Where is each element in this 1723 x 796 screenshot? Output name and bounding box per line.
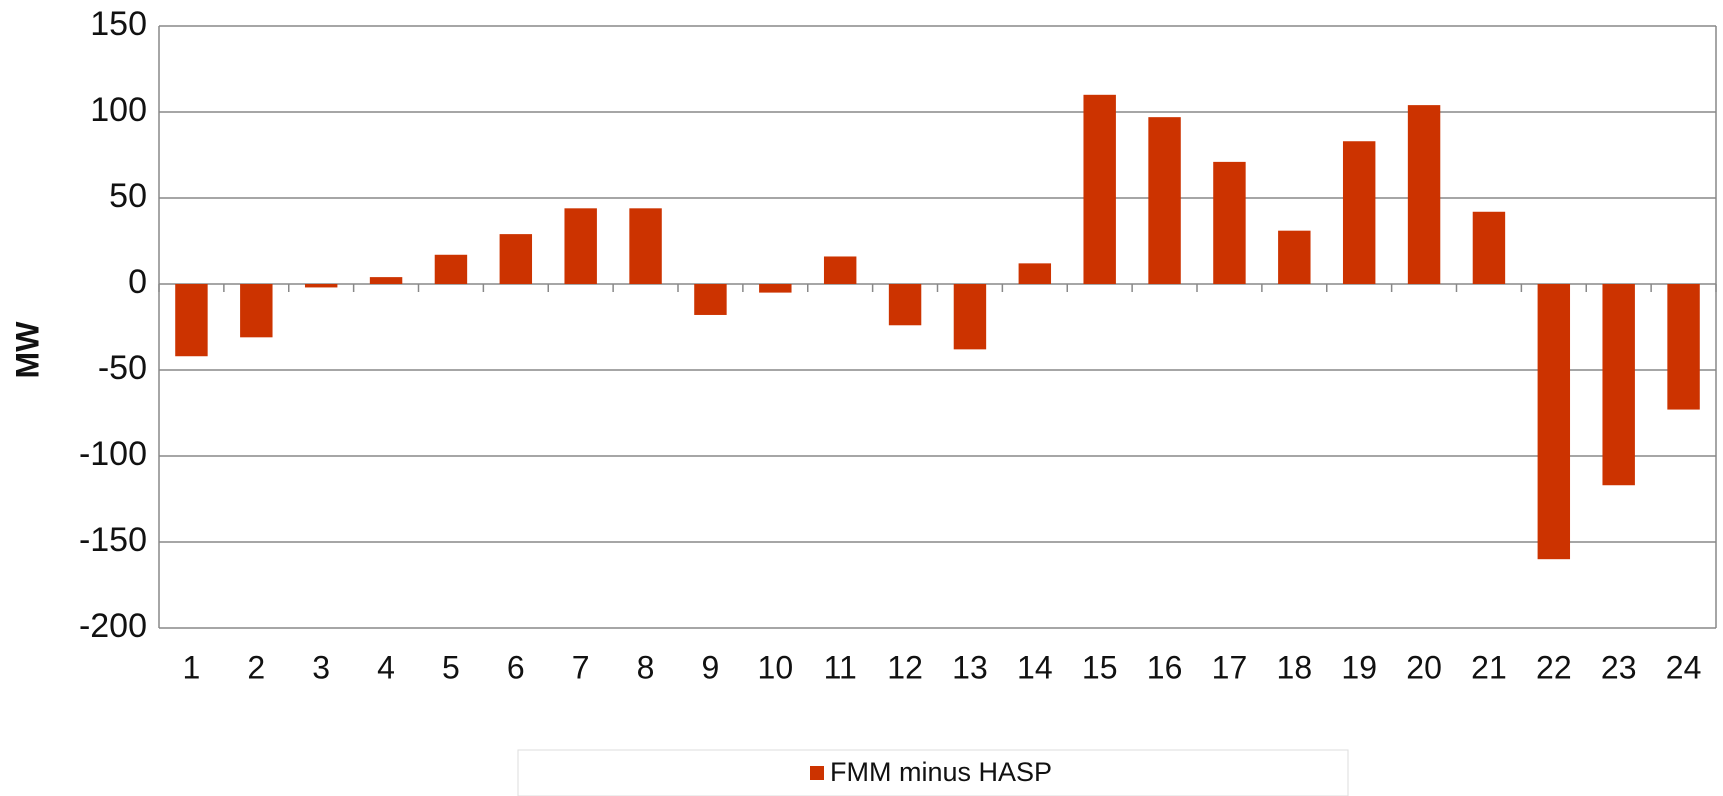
bar bbox=[1667, 284, 1700, 410]
x-tick-label: 15 bbox=[1082, 649, 1118, 685]
x-tick-label: 13 bbox=[952, 649, 988, 685]
bar bbox=[1342, 141, 1376, 284]
bar bbox=[1148, 117, 1181, 284]
x-tick-label: 5 bbox=[442, 649, 460, 685]
bar bbox=[1018, 263, 1052, 284]
x-tick-label: 12 bbox=[887, 649, 923, 685]
legend-label: FMM minus HASP bbox=[830, 757, 1052, 787]
x-tick-label: 8 bbox=[637, 649, 655, 685]
bar bbox=[240, 284, 273, 338]
x-tick-label: 22 bbox=[1536, 649, 1572, 685]
bar bbox=[1083, 94, 1116, 284]
x-tick-label: 10 bbox=[758, 649, 794, 685]
y-tick-label: -150 bbox=[79, 521, 147, 559]
bar bbox=[1602, 284, 1635, 486]
bar bbox=[304, 284, 338, 288]
legend-box bbox=[517, 749, 1349, 796]
y-tick-label: -100 bbox=[79, 435, 147, 473]
bar bbox=[1472, 211, 1506, 284]
x-tick-label: 1 bbox=[183, 649, 201, 685]
legend-swatch bbox=[810, 766, 824, 780]
y-tick-label: 0 bbox=[128, 263, 147, 301]
bar bbox=[694, 284, 727, 315]
x-tick-label: 20 bbox=[1406, 649, 1442, 685]
y-tick-label: -50 bbox=[98, 349, 147, 387]
y-tick-label: 100 bbox=[90, 91, 147, 129]
x-tick-label: 21 bbox=[1471, 649, 1507, 685]
y-tick-label: -200 bbox=[79, 607, 147, 645]
x-tick-label: 4 bbox=[377, 649, 395, 685]
bar bbox=[629, 208, 662, 284]
bar bbox=[434, 254, 468, 284]
y-tick-label: 150 bbox=[90, 5, 147, 43]
bar bbox=[1537, 284, 1571, 560]
bar bbox=[1278, 230, 1311, 284]
bar bbox=[823, 256, 857, 284]
bar bbox=[369, 277, 403, 284]
x-tick-label: 6 bbox=[507, 649, 525, 685]
bar bbox=[953, 284, 987, 350]
bar bbox=[888, 284, 922, 326]
x-tick-label: 9 bbox=[702, 649, 720, 685]
x-tick-label: 24 bbox=[1666, 649, 1702, 685]
x-tick-label: 7 bbox=[572, 649, 590, 685]
x-tick-label: 18 bbox=[1277, 649, 1313, 685]
x-tick-label: 16 bbox=[1147, 649, 1183, 685]
bar bbox=[499, 234, 533, 284]
x-tick-label: 23 bbox=[1601, 649, 1637, 685]
x-tick-label: 17 bbox=[1212, 649, 1248, 685]
x-tick-label: 11 bbox=[824, 649, 857, 685]
bar bbox=[564, 208, 597, 284]
bar bbox=[1407, 105, 1441, 285]
x-tick-label: 19 bbox=[1341, 649, 1377, 685]
bar bbox=[175, 284, 208, 357]
y-tick-label: 50 bbox=[109, 177, 147, 215]
x-tick-label: 2 bbox=[247, 649, 265, 685]
bar bbox=[759, 284, 792, 293]
y-axis-label: MW bbox=[9, 321, 45, 379]
bar bbox=[1213, 161, 1246, 284]
x-tick-label: 14 bbox=[1017, 649, 1053, 685]
x-tick-label: 3 bbox=[312, 649, 330, 685]
